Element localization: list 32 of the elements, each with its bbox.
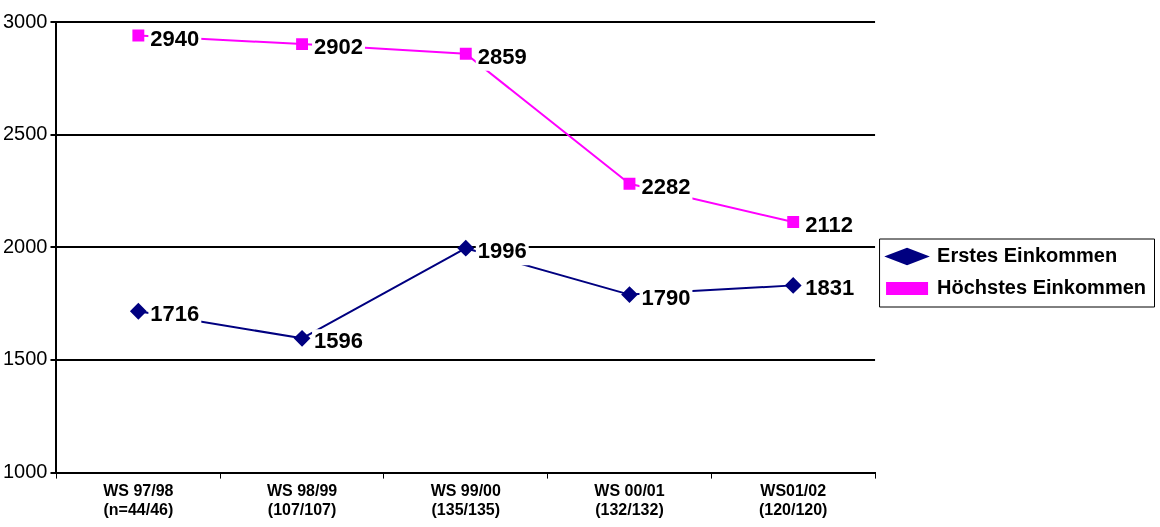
data-label: 2859 — [477, 43, 527, 69]
data-label: 1790 — [641, 284, 691, 310]
point — [132, 29, 145, 42]
data-label: 2282 — [641, 173, 691, 199]
point — [621, 286, 638, 303]
y-tick-label: 1000 — [2, 460, 48, 483]
point — [787, 216, 800, 229]
y-tick-label: 1500 — [2, 347, 48, 370]
legend-label: Erstes Einkommen — [937, 244, 1118, 267]
data-label: 2112 — [805, 212, 853, 238]
legend-label: Höchstes Einkommen — [937, 276, 1147, 299]
y-tick-label: 3000 — [2, 9, 48, 32]
data-label: 2940 — [150, 25, 200, 51]
data-label: 1596 — [314, 328, 364, 354]
point — [457, 240, 474, 257]
data-label: 1831 — [805, 275, 855, 301]
data-label: 1716 — [150, 301, 200, 327]
data-label: 1996 — [477, 238, 527, 264]
point — [296, 38, 309, 51]
y-tick-label: 2000 — [2, 234, 48, 257]
point — [459, 47, 472, 60]
point — [623, 177, 636, 190]
x-tick-label: WS01/02 (120/120) — [758, 481, 828, 518]
x-tick-label: WS 99/00 (135/135) — [430, 481, 501, 518]
point — [130, 303, 147, 320]
point — [785, 277, 802, 294]
x-tick-label: WS 97/98 (n=44/46) — [103, 481, 174, 518]
x-tick-label: WS 98/99 (107/107) — [266, 481, 338, 518]
data-label: 2902 — [314, 34, 364, 60]
y-tick-label: 2500 — [2, 122, 48, 145]
point — [294, 330, 311, 347]
x-tick-label: WS 00/01 (132/132) — [594, 481, 665, 518]
